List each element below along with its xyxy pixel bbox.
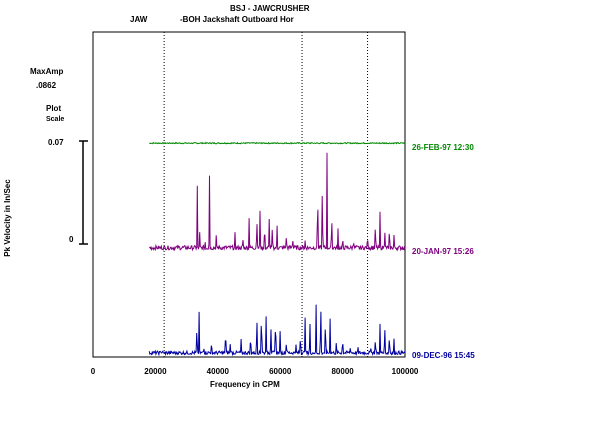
x-tick-label: 40000 [207, 367, 230, 376]
plot-scale-label: Plot [46, 104, 62, 113]
point-label: -BOH Jackshaft Outboard Hor [180, 15, 294, 24]
legend-entry-3: 09-DEC-96 15:45 [412, 351, 475, 360]
chart-title: BSJ - JAWCRUSHER [230, 4, 310, 13]
frequency-markers [163, 32, 369, 357]
scale-top-label: 0.07 [48, 138, 64, 147]
max-amp-value: .0862 [36, 81, 57, 90]
series-line-1 [149, 141, 406, 145]
series-layer [148, 141, 406, 357]
x-tick-label: 60000 [269, 367, 292, 376]
x-tick-label: 20000 [144, 367, 167, 376]
plot-scale-sublabel: Scale [46, 116, 65, 123]
x-axis-ticks: 0 20000 40000 60000 80000 100000 [91, 367, 419, 376]
legend-entry-1: 26-FEB-97 12:30 [412, 143, 474, 152]
x-tick-label: 80000 [331, 367, 354, 376]
max-amp-label: MaxAmp [30, 67, 64, 76]
x-axis-label: Frequency in CPM [210, 380, 280, 389]
plot-frame [92, 31, 406, 358]
x-tick-label: 0 [91, 367, 96, 376]
machine-label: JAW [130, 15, 148, 24]
x-tick-label: 100000 [392, 367, 419, 376]
series-line-3 [148, 304, 406, 357]
y-axis-label: Pk Velocity in In/Sec [3, 179, 12, 257]
plot-scale-bar [79, 140, 88, 245]
legend: 26-FEB-97 12:30 20-JAN-97 15:26 09-DEC-96 … [412, 143, 475, 360]
series-line-2 [149, 152, 406, 252]
legend-entry-2: 20-JAN-97 15:26 [412, 247, 474, 256]
scale-bottom-label: 0 [69, 235, 74, 244]
